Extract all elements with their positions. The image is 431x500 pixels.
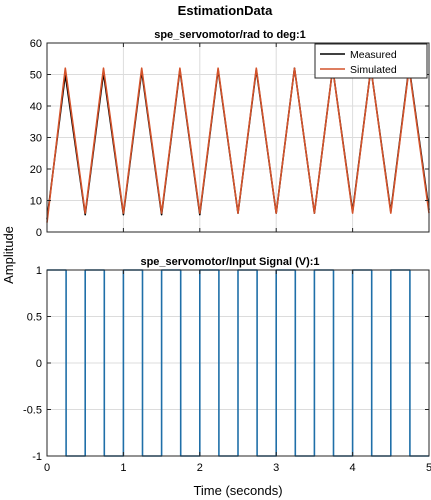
x-axis-label: Time (seconds) bbox=[193, 483, 282, 498]
y-tick-label: -0.5 bbox=[23, 405, 42, 417]
legend: Measured Simulated bbox=[314, 43, 428, 79]
subplot-title: spe_servomotor/Input Signal (V):1 bbox=[140, 256, 319, 268]
figure-title: EstimationData bbox=[178, 3, 273, 18]
y-tick-label: 40 bbox=[30, 101, 42, 113]
legend-label: Measured bbox=[350, 49, 397, 61]
y-tick-label: -1 bbox=[32, 451, 42, 463]
x-tick-label: 4 bbox=[350, 462, 356, 474]
x-tick-label: 3 bbox=[273, 462, 279, 474]
y-tick-label: 0 bbox=[36, 358, 42, 370]
y-tick-label: 0.5 bbox=[27, 312, 42, 324]
legend-box bbox=[314, 43, 428, 79]
x-tick-label: 5 bbox=[426, 462, 431, 474]
y-tick-label: 30 bbox=[30, 133, 42, 145]
x-tick-label: 0 bbox=[44, 462, 50, 474]
y-axis-label: Amplitude bbox=[1, 226, 16, 284]
y-tick-label: 50 bbox=[30, 70, 42, 82]
bottom-plot: 0 1 2 3 4 5 -1 -0.5 0 0.5 1 spe_servomotor/Input Si… bbox=[23, 256, 431, 474]
legend-label: Simulated bbox=[350, 64, 397, 76]
series-line-input-signal bbox=[47, 269, 429, 457]
x-tick-label: 2 bbox=[197, 462, 203, 474]
series-line-simulated bbox=[46, 67, 430, 223]
x-tick-label: 1 bbox=[120, 462, 126, 474]
y-tick-label: 1 bbox=[36, 265, 42, 277]
y-tick-label: 0 bbox=[36, 227, 42, 239]
subplot-title: spe_servomotor/rad to deg:1 bbox=[154, 29, 306, 41]
top-plot: 0 10 20 30 40 50 60 spe_servomotor/rad to deg:1… bbox=[30, 29, 430, 239]
y-tick-label: 10 bbox=[30, 196, 42, 208]
y-tick-label: 60 bbox=[30, 38, 42, 50]
y-tick-label: 20 bbox=[30, 164, 42, 176]
